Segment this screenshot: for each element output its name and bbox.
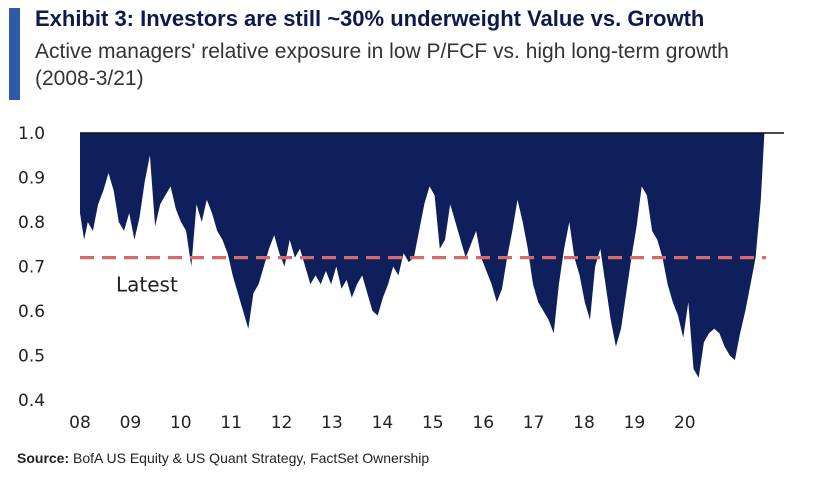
area-layer bbox=[80, 132, 784, 378]
x-tick-label: 18 bbox=[573, 413, 595, 433]
x-tick-label: 09 bbox=[120, 413, 142, 433]
x-tick-label: 19 bbox=[624, 413, 646, 433]
source-note: Source: BofA US Equity & US Quant Strate… bbox=[17, 450, 429, 466]
y-tick-label: 0.8 bbox=[18, 213, 45, 233]
x-axis: 08 09 10 11 12 13 14 15 16 17 18 19 20 bbox=[69, 413, 695, 433]
series-area bbox=[80, 133, 765, 378]
y-tick-label: 0.4 bbox=[18, 391, 45, 411]
y-tick-label: 0.5 bbox=[18, 347, 45, 367]
x-tick-label: 15 bbox=[422, 413, 444, 433]
reference-layer: Latest bbox=[80, 256, 766, 297]
x-tick-label: 20 bbox=[674, 413, 696, 433]
x-tick-label: 13 bbox=[321, 413, 343, 433]
x-tick-label: 08 bbox=[69, 413, 91, 433]
x-tick-label: 16 bbox=[472, 413, 494, 433]
y-axis: 1.0 0.9 0.8 0.7 0.6 0.5 0.4 bbox=[18, 124, 45, 411]
source-label: Source: bbox=[17, 450, 70, 466]
x-tick-label: 14 bbox=[372, 413, 394, 433]
reference-label-latest: Latest bbox=[116, 273, 178, 297]
x-tick-label: 12 bbox=[271, 413, 293, 433]
source-text: BofA US Equity & US Quant Strategy, Fact… bbox=[69, 450, 430, 466]
x-tick-label: 10 bbox=[170, 413, 192, 433]
y-tick-label: 0.6 bbox=[18, 302, 45, 322]
chart-title: Exhibit 3: Investors are still ~30% unde… bbox=[35, 6, 705, 31]
x-tick-label: 17 bbox=[523, 413, 545, 433]
accent-bar bbox=[9, 8, 20, 100]
chart-subtitle: Active managers' relative exposure in lo… bbox=[35, 40, 729, 90]
y-tick-label: 0.7 bbox=[18, 258, 45, 278]
x-tick-label: 11 bbox=[220, 413, 242, 433]
y-tick-label: 1.0 bbox=[18, 124, 45, 144]
y-tick-label: 0.9 bbox=[18, 169, 45, 189]
